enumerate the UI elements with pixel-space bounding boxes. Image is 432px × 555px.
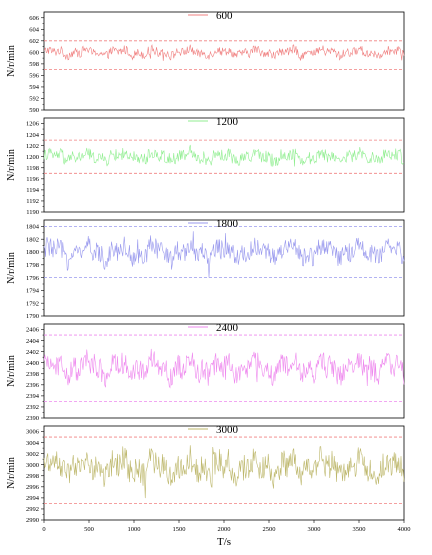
- x-axis-label: T/s: [217, 536, 231, 548]
- series-line-1800: [43, 231, 405, 278]
- y-tick-label: 2394: [26, 393, 40, 400]
- legend-label: 1200: [216, 116, 239, 128]
- series-line-3000: [43, 445, 405, 499]
- y-tick-label: 1190: [26, 209, 39, 216]
- y-axis-label: N/r/min: [6, 45, 17, 77]
- y-tick-label: 1196: [26, 176, 40, 183]
- y-tick-label: 2398: [26, 371, 39, 378]
- plot-frame: [43, 425, 405, 521]
- panel-3: 1790 1792 1794 1796 1798 1800 1802 1804 N/r/min 1…: [6, 218, 405, 320]
- y-axis-label: N/r/min: [6, 149, 17, 181]
- y-tick-label: 598: [29, 61, 39, 68]
- y-tick-label: 1800: [26, 249, 39, 256]
- x-tick-label: 0: [42, 526, 45, 533]
- y-tick-label: 606: [29, 15, 40, 22]
- y-tick-label: 1206: [26, 121, 40, 128]
- y-tick-label: 2392: [26, 404, 39, 411]
- panel-2: 1190 1192 1194 1196 1198 1200 1202 1204 1206 N/r/…: [6, 116, 405, 216]
- y-tick-label: 2402: [26, 349, 39, 356]
- y-tick-label: 2998: [26, 473, 39, 480]
- x-tick-label: 4000: [398, 526, 411, 533]
- legend-label: 1800: [216, 218, 239, 230]
- y-tick-label: 1796: [26, 275, 40, 282]
- y-tick-label: 1794: [26, 288, 40, 295]
- x-tick-label: 1500: [173, 526, 186, 533]
- y-tick-label: 592: [29, 96, 39, 103]
- y-tick-label: 604: [29, 26, 40, 33]
- y-tick-label: 2990: [26, 517, 39, 524]
- y-tick-label: 1204: [26, 132, 40, 139]
- y-tick-label: 1202: [26, 143, 39, 150]
- legend-label: 2400: [216, 322, 239, 334]
- x-tick-label: 2000: [218, 526, 231, 533]
- y-tick-label: 2996: [26, 484, 40, 491]
- y-tick-label: 602: [29, 38, 39, 45]
- series-line-1200: [43, 144, 405, 167]
- series-line-2400: [43, 348, 405, 389]
- y-tick-label: 1192: [26, 198, 39, 205]
- x-tick-label: 3000: [308, 526, 321, 533]
- legend-label: 3000: [216, 424, 239, 436]
- y-tick-label: 594: [29, 84, 40, 91]
- panel-5: 2990 2992 2994 2996 2998 3000 3002 3004 3006 N/r/…: [6, 424, 411, 548]
- y-tick-label: 2390: [26, 415, 39, 422]
- y-axis-label: N/r/min: [6, 355, 17, 387]
- y-tick-label: 3006: [26, 429, 40, 436]
- y-tick-label: 1798: [26, 262, 39, 269]
- y-axis-label: N/r/min: [6, 457, 17, 489]
- y-tick-label: 2992: [26, 506, 39, 513]
- y-tick-label: 600: [29, 50, 39, 57]
- y-tick-label: 2396: [26, 382, 40, 389]
- plot-frame: [43, 117, 405, 213]
- plot-frame: [43, 11, 405, 111]
- y-tick-label: 1198: [26, 165, 39, 172]
- x-tick-label: 2500: [263, 526, 276, 533]
- y-tick-label: 1802: [26, 236, 39, 243]
- y-tick-label: 2406: [26, 327, 40, 334]
- y-tick-label: 2400: [26, 360, 39, 367]
- plot-frame: [43, 219, 405, 317]
- y-tick-label: 1200: [26, 154, 39, 161]
- y-tick-label: 1194: [26, 187, 40, 194]
- y-tick-label: 2404: [26, 338, 40, 345]
- y-tick-label: 596: [29, 73, 40, 80]
- y-tick-label: 1804: [26, 224, 40, 231]
- y-tick-label: 590: [29, 107, 39, 114]
- x-tick-label: 500: [84, 526, 94, 533]
- y-tick-label: 2994: [26, 495, 40, 502]
- y-axis-label: N/r/min: [6, 252, 17, 284]
- x-tick-label: 3500: [353, 526, 366, 533]
- panel-4: 2390 2392 2394 2396 2398 2400 2402 2404 2406 N/r/…: [6, 322, 405, 422]
- y-tick-label: 3004: [26, 440, 40, 447]
- panel-1: 590 592 594 596 598 600 602 604 606 N/r/min 600: [6, 10, 405, 114]
- series-line-600: [43, 44, 405, 61]
- y-tick-label: 1792: [26, 300, 39, 307]
- y-tick-label: 3002: [26, 451, 39, 458]
- plot-frame: [43, 323, 405, 419]
- y-tick-label: 3000: [26, 462, 39, 469]
- x-tick-label: 1000: [128, 526, 141, 533]
- legend-label: 600: [216, 10, 233, 22]
- y-tick-label: 1790: [26, 313, 39, 320]
